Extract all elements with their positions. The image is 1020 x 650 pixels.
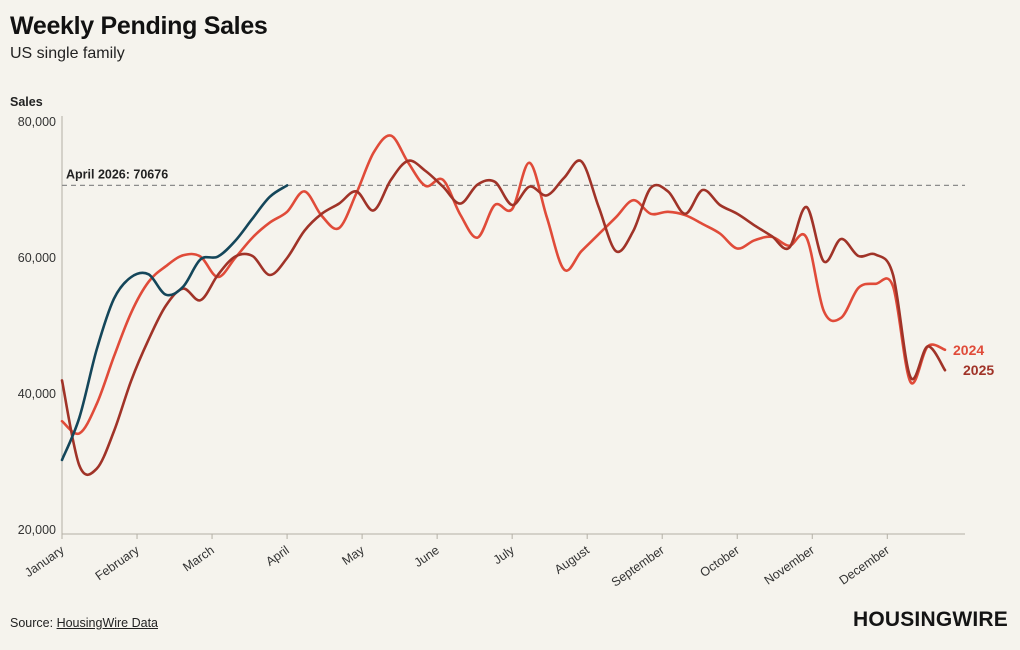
x-tick-label-february: February — [93, 543, 143, 584]
x-tick-label-october: October — [697, 543, 741, 580]
y-tick-label: 80,000 — [18, 115, 56, 129]
series-label-2025: 2025 — [963, 362, 994, 378]
reference-annotation: April 2026: 70676 — [66, 167, 168, 181]
source-note: Source: HousingWire Data — [10, 616, 158, 630]
y-tick-label: 40,000 — [18, 387, 56, 401]
x-tick-label-july: July — [491, 543, 518, 568]
source-link[interactable]: HousingWire Data — [56, 616, 159, 630]
x-tick-label-november: November — [762, 543, 817, 588]
y-tick-label: 20,000 — [18, 523, 56, 537]
chart-title: Weekly Pending Sales — [10, 12, 268, 40]
y-axis-title: Sales — [10, 95, 43, 109]
x-tick-label-june: June — [412, 543, 442, 570]
housingwire-logo: HOUSINGWIRE — [852, 608, 1008, 631]
series-line-2026 — [60, 184, 289, 462]
x-tick-label-april: April — [263, 543, 292, 569]
y-tick-label: 60,000 — [18, 251, 56, 265]
x-tick-label-march: March — [180, 543, 217, 574]
series-line-2025 — [60, 159, 947, 477]
chart-header: Weekly Pending Sales US single family — [10, 12, 268, 63]
source-label: Source: — [10, 616, 54, 630]
series-label-2024: 2024 — [953, 342, 984, 358]
x-tick-label-september: September — [609, 543, 667, 590]
x-tick-label-january: January — [22, 543, 67, 580]
x-tick-label-august: August — [552, 543, 592, 577]
chart-subtitle: US single family — [10, 45, 125, 62]
series-line-2024 — [60, 134, 947, 436]
x-tick-label-may: May — [339, 543, 367, 568]
x-tick-label-december: December — [837, 543, 892, 588]
